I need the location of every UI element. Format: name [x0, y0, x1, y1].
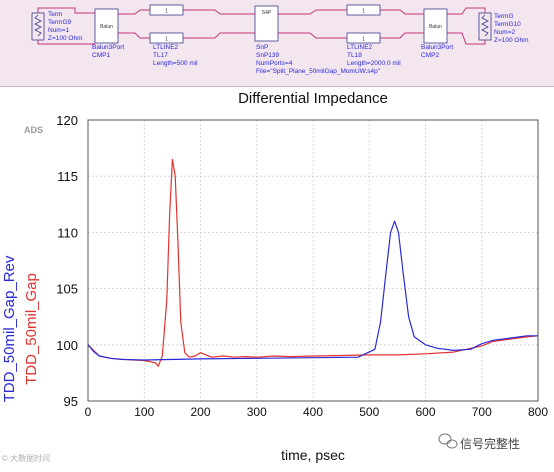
tline-right-line3: Length=2000.0 mil [347, 60, 401, 67]
snp-line4: File="Split_Plane_50milGap_MomUW.s4p" [256, 68, 381, 75]
schematic-wires [37, 7, 486, 45]
term-left-symbol[interactable] [31, 12, 45, 41]
x-tick-label: 800 [528, 405, 548, 419]
y-tick-label: 110 [57, 225, 78, 240]
tick-labels: 0 100 200 300 400 500 600 700 800 95 100 105 110 115 1… [56, 113, 548, 419]
x-tick-label: 600 [415, 405, 435, 419]
x-tick-label: 0 [85, 405, 92, 419]
y-tick-label: 100 [56, 338, 78, 353]
term-right-line1: TermG [494, 13, 514, 20]
y-tick-label: 115 [57, 169, 78, 184]
x-tick-label: 100 [134, 405, 154, 419]
snp-line3: NumPorts=4 [256, 60, 293, 67]
tline-right-bottom-text: 1 [362, 37, 365, 43]
term-left-line2: TermG9 [48, 19, 72, 26]
balun-left-line2: CMP1 [92, 52, 110, 59]
x-tick-label: 700 [472, 405, 492, 419]
term-left-line3: Num=1 [48, 27, 70, 34]
x-tick-label: 500 [359, 405, 379, 419]
wechat-icon [438, 433, 458, 449]
tline-left-bottom-text: 1 [165, 37, 168, 43]
term-right-line3: Num=2 [494, 29, 516, 36]
schematic-diagram: Term TermG9 Num=1 Z=100 Ohm Balun Balun3… [31, 4, 529, 75]
x-axis-label: time, psec [281, 447, 345, 463]
impedance-chart[interactable]: Differential Impedance ADS 0 100 200 300 400… [0, 87, 554, 467]
term-left-line1: Term [48, 11, 62, 18]
y-tick-label: 120 [56, 113, 78, 128]
snp-symbol[interactable]: S4P [254, 5, 279, 42]
watermark-left: © 大数据时间 [2, 453, 50, 463]
x-tick-label: 300 [247, 405, 267, 419]
plot-frame [87, 119, 539, 402]
tline-right-line1: LTLINE2 [347, 44, 373, 51]
balun-right-box-text: Balun [429, 24, 442, 30]
y-tick-label: 105 [56, 282, 78, 297]
legend-series-1: TDD_50mil_Gap_Rev [1, 255, 18, 402]
balun-right-line2: CMP2 [421, 52, 439, 59]
snp-box-text: S4P [262, 10, 272, 16]
balun-left-symbol[interactable]: Balun [94, 8, 119, 44]
term-right-line2: TermG10 [494, 21, 521, 28]
term-right-symbol[interactable] [478, 12, 492, 41]
balun-left-line1: Balun3Port [92, 44, 124, 51]
term-left-line4: Z=100 Ohm [48, 35, 83, 42]
tline-right-top-text: 1 [362, 9, 365, 15]
balun-right-line1: Balun3Port [421, 44, 453, 51]
legend-series-2: TDD_50mil_Gap [23, 273, 40, 385]
tline-left-symbol[interactable]: 1 1 [149, 4, 184, 44]
series-line-1 [87, 220, 538, 361]
balun-left-box-text: Balun [100, 24, 113, 30]
snp-line2: SnP139 [256, 52, 280, 59]
grid-layer [87, 119, 539, 402]
tline-left-top-text: 1 [165, 9, 168, 15]
y-tick-label: 95 [64, 394, 78, 409]
tline-right-line2: TL18 [347, 52, 362, 59]
x-tick-label: 200 [190, 405, 210, 419]
x-tick-label: 400 [303, 405, 323, 419]
tline-left-line2: TL17 [153, 52, 168, 59]
ads-corner-label: ADS [24, 125, 43, 135]
term-right-line4: Z=100 Ohm [494, 37, 529, 44]
balun-right-symbol[interactable]: Balun [423, 8, 448, 44]
schematic-panel[interactable]: Term TermG9 Num=1 Z=100 Ohm Balun Balun3… [0, 0, 554, 87]
series-layer [87, 158, 539, 367]
watermark-right: 信号完整性 [460, 436, 520, 451]
tline-left-line1: LTLINE2 [153, 44, 179, 51]
tline-left-line3: Length=500 mil [153, 60, 198, 67]
chart-title: Differential Impedance [238, 90, 388, 107]
series-line-2 [87, 158, 539, 367]
snp-line1: SnP [256, 44, 268, 51]
tline-right-symbol[interactable]: 1 1 [346, 4, 381, 44]
plot-panel[interactable]: Differential Impedance ADS 0 100 200 300 400… [0, 87, 554, 467]
